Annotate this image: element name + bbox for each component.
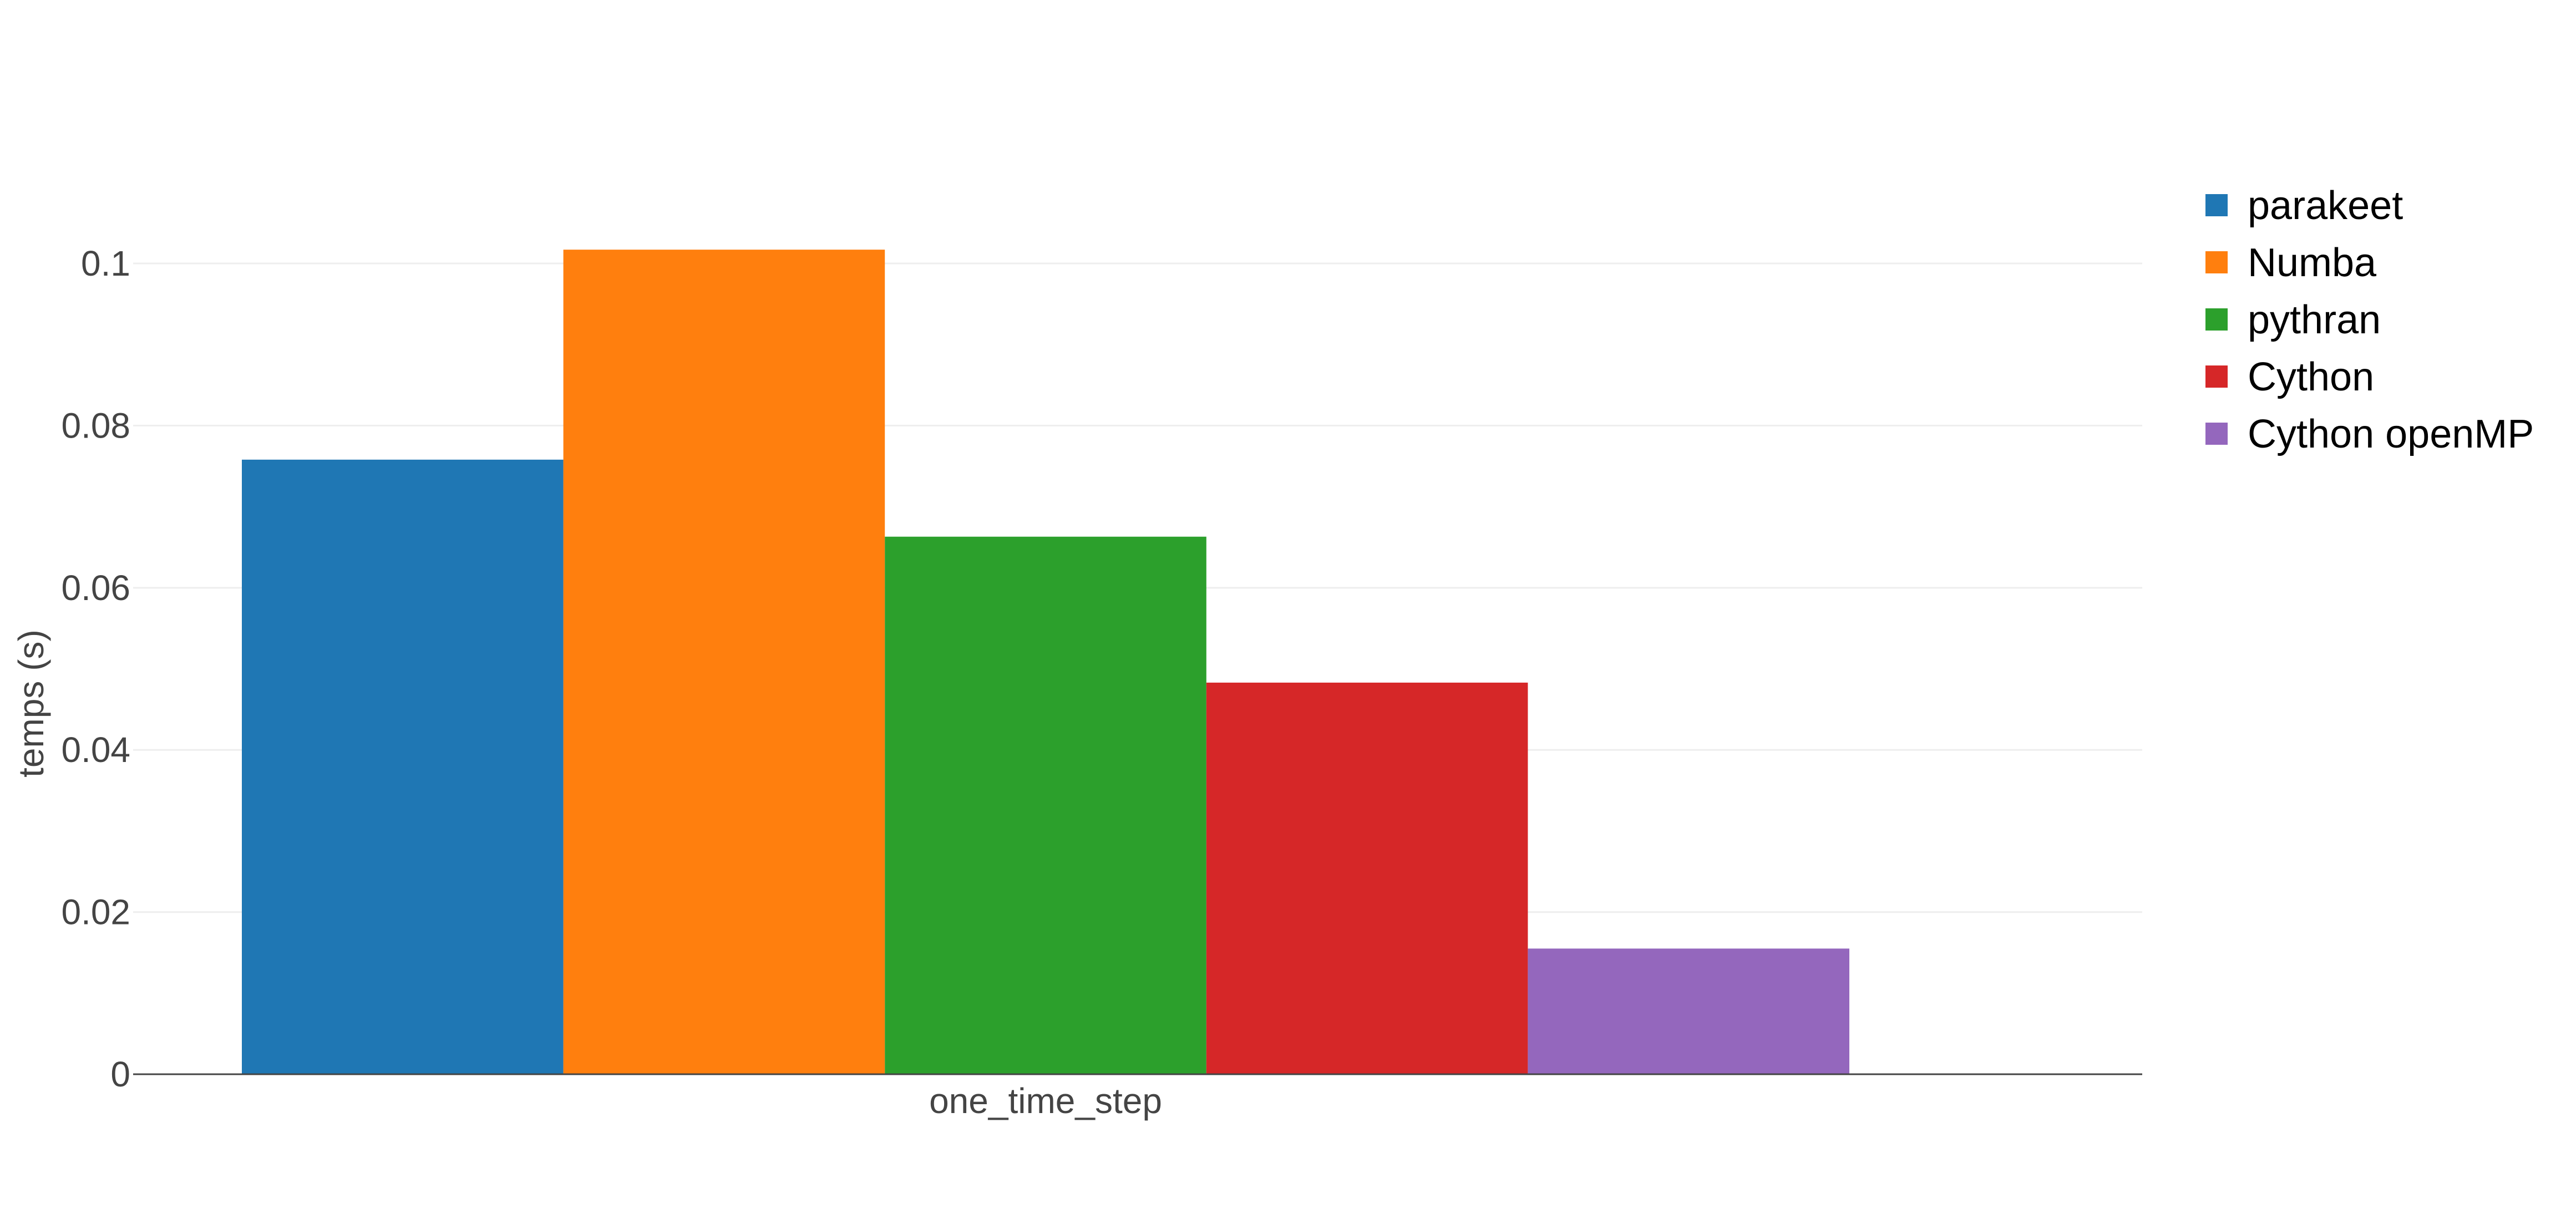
x-tick-labels: one_time_step bbox=[929, 1081, 1162, 1121]
legend-item-numba[interactable]: Numba bbox=[2205, 241, 2377, 285]
legend-item-cython-openmp[interactable]: Cython openMP bbox=[2205, 412, 2534, 456]
legend-label: Cython bbox=[2248, 355, 2374, 399]
y-tick-label: 0.1 bbox=[81, 243, 130, 283]
y-tick-label: 0.02 bbox=[61, 892, 130, 932]
legend-item-cython[interactable]: Cython bbox=[2205, 355, 2374, 399]
legend-item-parakeet[interactable]: parakeet bbox=[2205, 184, 2403, 228]
bar-cython-openmp[interactable] bbox=[1528, 948, 1849, 1074]
legend-swatch bbox=[2205, 365, 2228, 388]
y-tick-label: 0 bbox=[110, 1054, 130, 1094]
legend-swatch bbox=[2205, 423, 2228, 445]
legend-label: Cython openMP bbox=[2248, 412, 2534, 456]
y-axis-title: temps (s) bbox=[11, 629, 51, 778]
bar-numba[interactable] bbox=[563, 250, 885, 1074]
y-tick-labels: 0 0.02 0.04 0.06 0.08 0.1 bbox=[61, 243, 130, 1094]
legend-swatch bbox=[2205, 308, 2228, 331]
x-tick-label: one_time_step bbox=[929, 1081, 1162, 1121]
bars bbox=[242, 250, 1849, 1074]
y-tick-label: 0.06 bbox=[61, 568, 130, 608]
y-tick-label: 0.04 bbox=[61, 730, 130, 770]
bar-cython[interactable] bbox=[1206, 682, 1528, 1074]
legend: parakeet Numba pythran Cython Cython openMP bbox=[2205, 184, 2534, 456]
legend-label: pythran bbox=[2248, 298, 2381, 342]
y-tick-label: 0.08 bbox=[61, 405, 130, 445]
legend-swatch bbox=[2205, 251, 2228, 273]
bar-parakeet[interactable] bbox=[242, 459, 564, 1074]
bar-pythran[interactable] bbox=[885, 536, 1206, 1074]
legend-label: parakeet bbox=[2248, 184, 2403, 228]
legend-label: Numba bbox=[2248, 241, 2377, 285]
legend-swatch bbox=[2205, 194, 2228, 216]
legend-item-pythran[interactable]: pythran bbox=[2205, 298, 2381, 342]
